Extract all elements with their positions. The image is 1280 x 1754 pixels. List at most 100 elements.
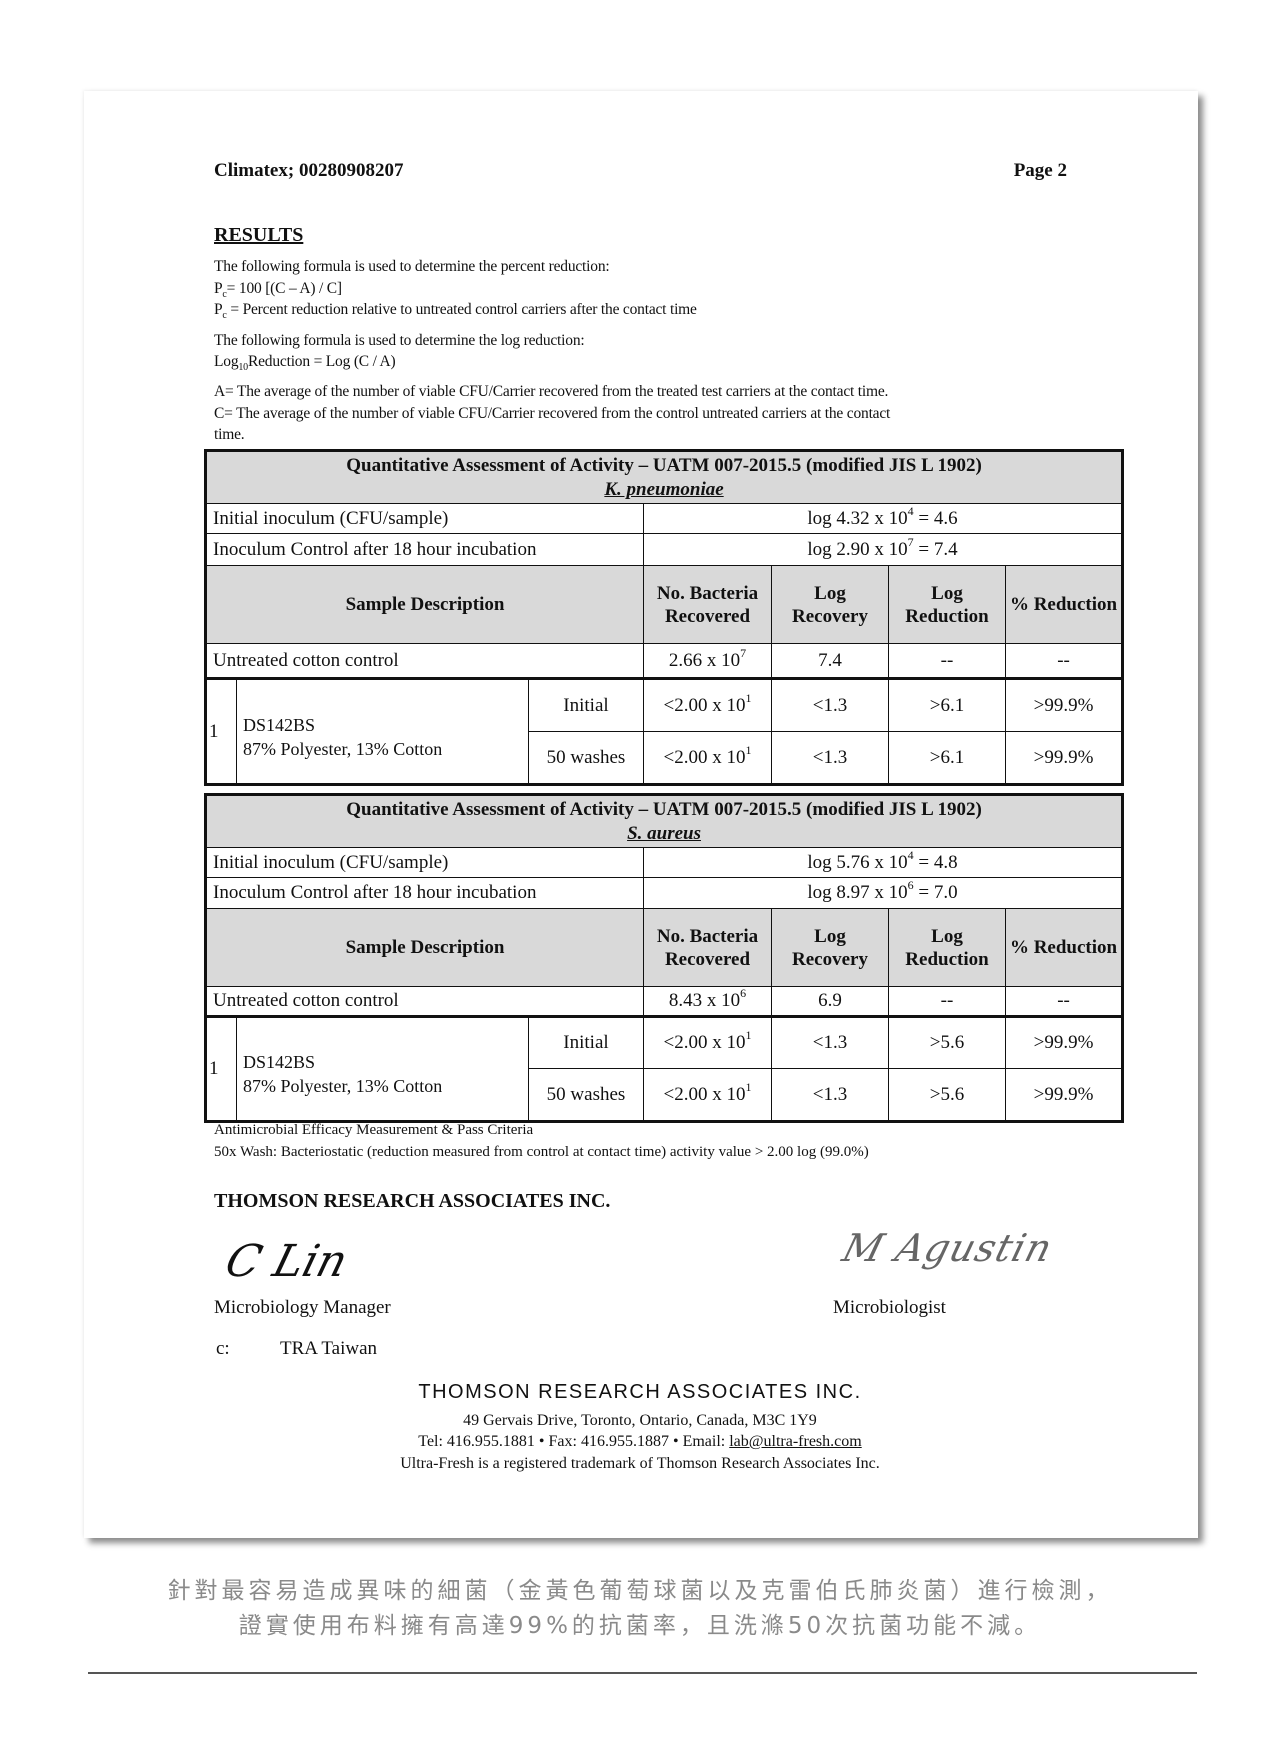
caption-line-2: 證實使用布料擁有高達99%的抗菌率，且洗滌50次抗菌功能不減。 [238,1613,1042,1639]
definition-a: A= The average of the number of viable C… [214,383,889,400]
sample-row: 50 washes <2.00 x 101 <1.3 >5.6 >99.9% [206,1068,1124,1122]
header-pct-reduction: % Reduction [1004,565,1124,644]
right-signatory-role: Microbiologist [833,1297,946,1318]
footer-contact-numbers: Tel: 416.955.1881 • Fax: 416.955.1887 • … [418,1433,730,1450]
sample-bacteria: <2.00 x 101 [643,1068,772,1122]
initial-value-exponent: 4 [907,847,914,862]
control-value-exponent: 7 [907,534,914,549]
control-value: log 2.90 x 107 = 7.4 [642,533,1124,566]
organism-name: S. aureus [627,822,701,844]
table-title: Quantitative Assessment of Activity – UA… [204,794,1124,848]
initial-value-result: = 4.6 [913,507,958,529]
sample-bacteria-base: <2.00 x 10 [663,1032,746,1053]
untreated-bacteria-base: 2.66 x 10 [668,649,741,671]
sample-index: 1 [205,677,237,785]
formula-intro: The following formula is used to determi… [214,258,610,275]
sample-pct-reduction: >99.9% [1004,1068,1124,1122]
untreated-log-recovery: 6.9 [771,986,889,1017]
sample-log-reduction: >6.1 [888,731,1006,785]
untreated-label: Untreated cotton control [205,986,644,1017]
results-heading: RESULTS [214,224,304,246]
untreated-pct-reduction: -- [1004,643,1124,679]
footer-email-link[interactable]: lab@ultra-fresh.com [729,1433,862,1450]
company-name: THOMSON RESEARCH ASSOCIATES INC. [214,1190,611,1212]
footer-trademark: Ultra-Fresh is a registered trademark of… [400,1455,880,1472]
cc-recipient: TRA Taiwan [280,1338,378,1359]
sample-condition: 50 washes [528,1068,644,1122]
sample-bacteria-exponent: 1 [745,1028,752,1042]
control-value-base: log 2.90 x 10 [807,538,908,560]
initial-value-exponent: 4 [907,503,914,518]
definition-c: C= The average of the number of viable C… [214,405,891,422]
footer-address: 49 Gervais Drive, Toronto, Ontario, Cana… [463,1412,817,1429]
untreated-bacteria: 8.43 x 106 [643,986,772,1017]
signature-c-lin: C Lin [220,1236,353,1287]
subscript: c [222,310,227,322]
header-no-bacteria: No. Bacteria Recovered [643,908,772,987]
sample-log-reduction: >6.1 [888,677,1006,732]
header-log-recovery: Log Recovery [771,565,889,644]
control-label: Inoculum Control after 18 hour incubatio… [205,533,644,566]
table-title-row: Quantitative Assessment of Activity – UA… [204,450,1124,504]
initial-inoculum-row: Initial inoculum (CFU/sample) log 4.32 x … [205,503,1124,534]
footer-contact: Tel: 416.955.1881 • Fax: 416.955.1887 • … [0,1433,1280,1451]
header-pct-reduction: % Reduction [1004,908,1124,987]
subscript: 10 [238,362,248,374]
untreated-log-reduction: -- [888,986,1006,1017]
sample-row: 50 washes <2.00 x 101 <1.3 >6.1 >99.9% [206,731,1124,785]
sample-bacteria-exponent: 1 [745,1079,752,1094]
sample-bacteria-exponent: 1 [745,742,752,757]
sample-row: 1 DS142BS 87% Polyester, 13% Cotton Initial… [205,677,1124,785]
sample-bacteria-base: <2.00 x 10 [663,694,746,716]
initial-inoculum-row: Initial inoculum (CFU/sample) log 5.76 x … [205,847,1124,878]
header-sample-description: Sample Description [205,908,644,987]
sample-log-reduction: >5.6 [888,1015,1006,1069]
untreated-row: Untreated cotton control 2.66 x 107 7.4 -- -… [205,643,1124,679]
sample-condition: Initial [528,1015,644,1069]
control-value-exponent: 6 [907,878,914,892]
criteria-title: Antimicrobial Efficacy Measurement & Pas… [214,1122,534,1138]
method-title: Quantitative Assessment of Activity – UA… [346,798,982,820]
divider [88,1672,1197,1674]
footer-company: THOMSON RESEARCH ASSOCIATES INC. [418,1381,862,1403]
header-sample-description: Sample Description [205,565,644,644]
sample-log-recovery: <1.3 [771,731,889,785]
sample-log-reduction: >5.6 [888,1068,1006,1122]
header-no-bacteria: No. Bacteria Recovered [643,565,772,644]
results-table-s-aureus: Quantitative Assessment of Activity – UA… [204,793,1125,1123]
sample-log-recovery: <1.3 [771,1015,889,1069]
column-header-row: Sample Description No. Bacteria Recovered… [205,908,1124,987]
sample-bacteria: <2.00 x 101 [643,677,772,732]
sample-index: 1 [205,1015,237,1122]
header-log-reduction: Log Reduction [888,565,1006,644]
control-value-result: = 7.0 [913,882,958,903]
header-log-recovery: Log Recovery [771,908,889,987]
untreated-bacteria-base: 8.43 x 10 [668,990,741,1011]
sample-bacteria: <2.00 x 101 [643,731,772,785]
sample-composition: 87% Polyester, 13% Cotton [243,738,443,759]
untreated-bacteria: 2.66 x 107 [643,643,772,679]
caption-line-1: 針對最容易造成異味的細菌（金黃色葡萄球菌以及克雷伯氏肺炎菌）進行檢測， [167,1578,1113,1604]
control-value-result: = 7.4 [913,538,958,560]
criteria-text: 50x Wash: Bacteriostatic (reduction meas… [214,1144,869,1160]
sample-log-recovery: <1.3 [771,677,889,732]
sample-pct-reduction: >99.9% [1004,677,1124,732]
report-reference: Climatex; 00280908207 [214,160,404,181]
log-formula-intro: The following formula is used to determi… [214,332,585,349]
control-value: log 8.97 x 106 = 7.0 [642,877,1124,909]
untreated-log-reduction: -- [888,643,1006,679]
sample-description: DS142BS 87% Polyester, 13% Cotton [236,677,529,785]
subscript: c [222,289,227,301]
left-signatory-role: Microbiology Manager [214,1297,391,1318]
header-log-reduction: Log Reduction [888,908,1006,987]
table-title-row: Quantitative Assessment of Activity – UA… [204,794,1124,848]
sample-bacteria-base: <2.00 x 10 [663,746,746,768]
column-header-row: Sample Description No. Bacteria Recovered… [205,565,1124,644]
sample-description: DS142BS 87% Polyester, 13% Cotton [236,1015,529,1122]
percent-definition: Pc = Percent reduction relative to untre… [214,301,697,322]
untreated-bacteria-exponent: 6 [740,986,747,1000]
table-title: Quantitative Assessment of Activity – UA… [204,450,1124,504]
sample-name: DS142BS [243,1052,316,1072]
sample-name: DS142BS [243,714,316,735]
initial-value: log 4.32 x 104 = 4.6 [642,503,1124,534]
